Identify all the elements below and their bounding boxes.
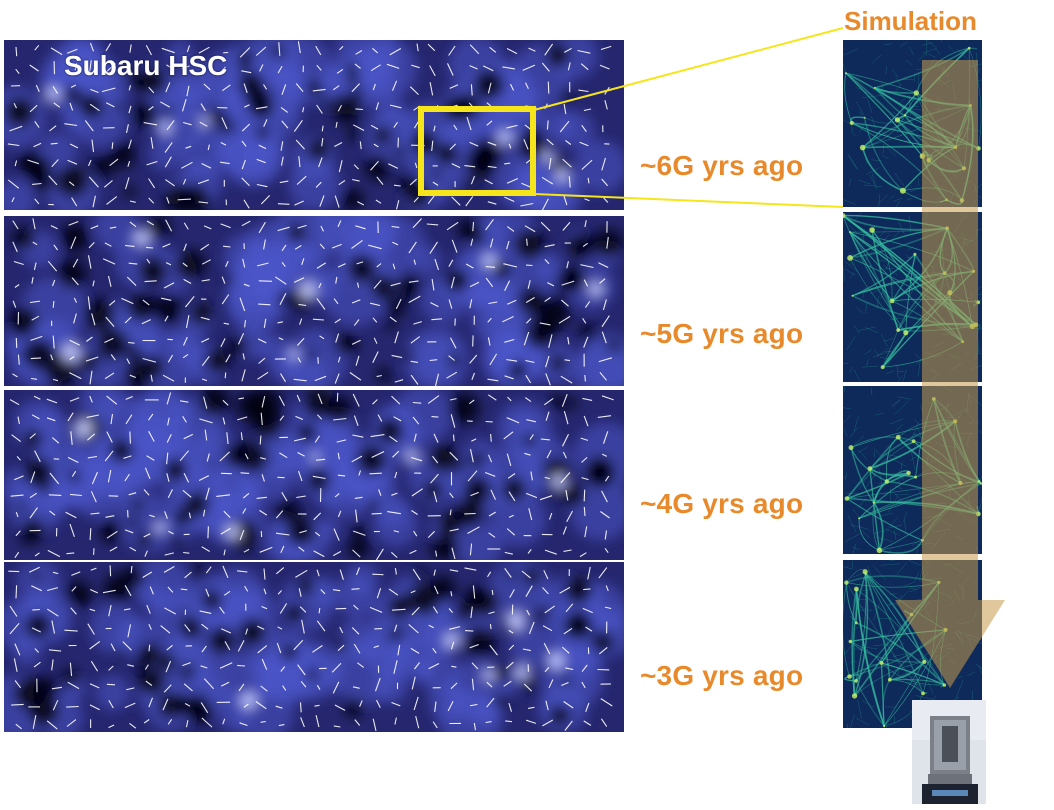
epoch-label-6g: ~6G yrs ago: [640, 150, 804, 181]
subaru-telescope-icon: [912, 700, 986, 804]
mass-map-panel-5g: [4, 216, 624, 386]
epoch-label-4g: ~4G yrs ago: [640, 488, 804, 519]
simulation-tile-5g: [843, 212, 982, 382]
mass-map-panel-4g: [4, 390, 624, 560]
simulation-title: Simulation: [844, 6, 977, 36]
subaru-hsc-label: Subaru HSC: [64, 50, 228, 81]
simulation-tile-4g: [843, 386, 982, 554]
simulation-tile-6g: [843, 40, 982, 207]
mass-map-panel-3g: [4, 562, 624, 732]
epoch-label-3g: ~3G yrs ago: [640, 660, 804, 691]
epoch-label-5g: ~5G yrs ago: [640, 318, 804, 349]
